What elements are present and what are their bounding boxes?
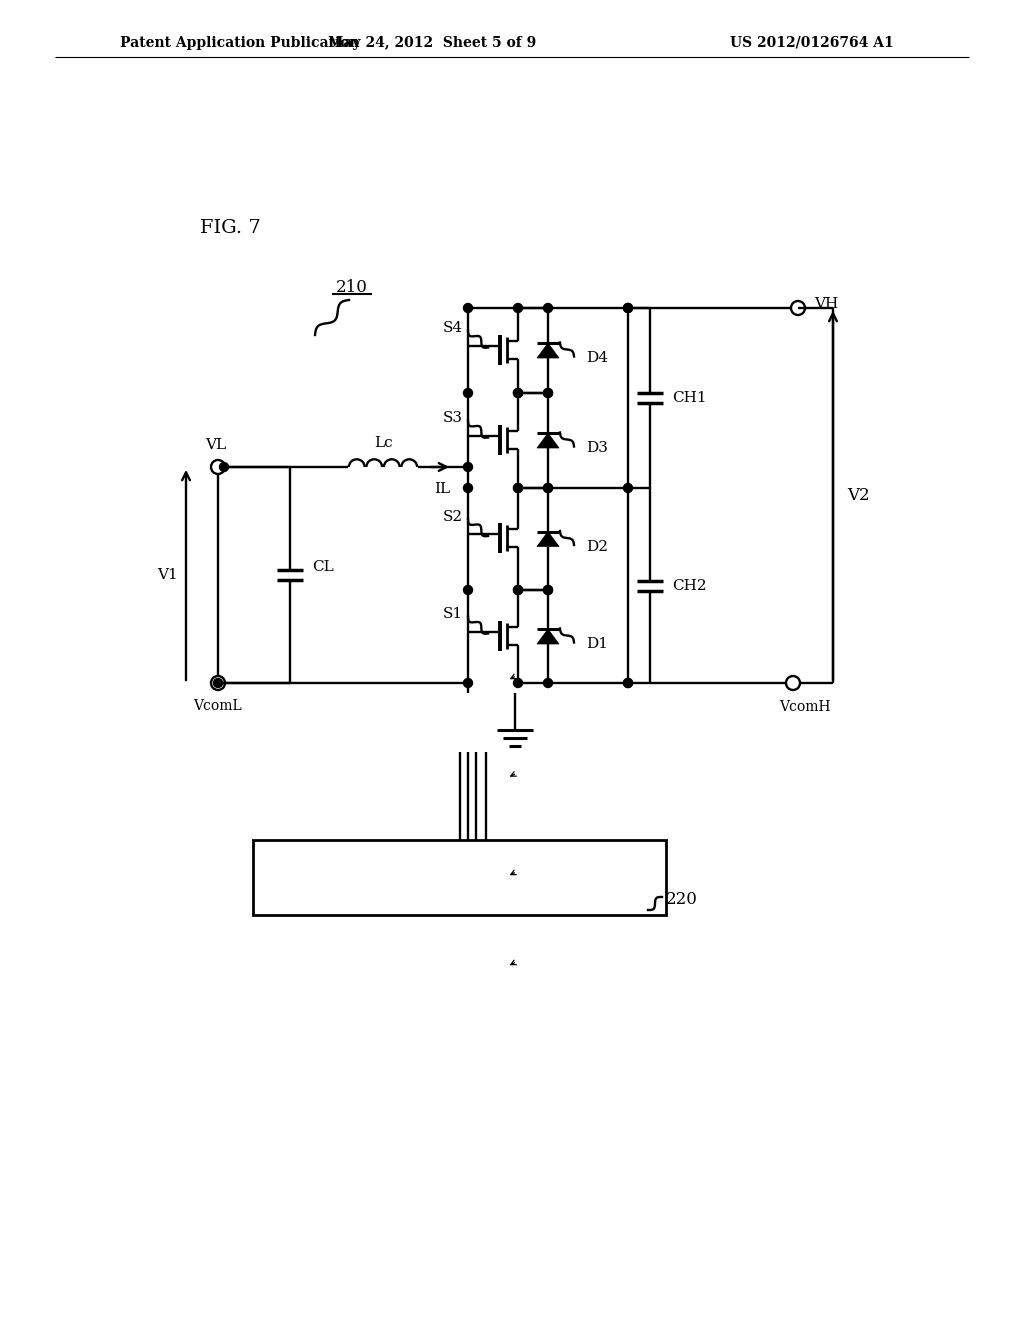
Circle shape bbox=[213, 678, 222, 688]
Text: CH2: CH2 bbox=[672, 578, 707, 593]
Text: Lc: Lc bbox=[374, 436, 392, 450]
Circle shape bbox=[544, 483, 553, 492]
Circle shape bbox=[624, 678, 633, 688]
Circle shape bbox=[513, 483, 522, 492]
Text: D2: D2 bbox=[586, 540, 608, 554]
Text: CL: CL bbox=[312, 560, 334, 574]
Text: S1: S1 bbox=[442, 607, 463, 622]
Circle shape bbox=[624, 678, 633, 688]
Text: D1: D1 bbox=[586, 638, 608, 652]
Circle shape bbox=[624, 483, 633, 492]
Circle shape bbox=[624, 304, 633, 313]
Polygon shape bbox=[537, 630, 559, 644]
Polygon shape bbox=[537, 433, 559, 447]
Polygon shape bbox=[537, 343, 559, 358]
Circle shape bbox=[464, 304, 472, 313]
Text: US 2012/0126764 A1: US 2012/0126764 A1 bbox=[730, 36, 894, 50]
Text: VcomL: VcomL bbox=[194, 700, 243, 713]
Circle shape bbox=[513, 483, 522, 492]
Text: 210: 210 bbox=[336, 280, 368, 297]
Circle shape bbox=[624, 304, 633, 313]
Text: VcomH: VcomH bbox=[779, 700, 830, 714]
Circle shape bbox=[544, 586, 553, 594]
Circle shape bbox=[464, 586, 472, 594]
Text: IL: IL bbox=[434, 482, 451, 496]
Text: V2: V2 bbox=[847, 487, 869, 504]
Circle shape bbox=[544, 483, 553, 492]
Circle shape bbox=[219, 462, 228, 471]
Text: CH1: CH1 bbox=[672, 391, 707, 405]
Text: S2: S2 bbox=[442, 510, 463, 524]
Circle shape bbox=[464, 388, 472, 397]
Circle shape bbox=[513, 388, 522, 397]
Circle shape bbox=[513, 304, 522, 313]
Text: Patent Application Publication: Patent Application Publication bbox=[120, 36, 359, 50]
Text: S3: S3 bbox=[443, 412, 463, 425]
Circle shape bbox=[544, 304, 553, 313]
Circle shape bbox=[464, 483, 472, 492]
Text: 220: 220 bbox=[666, 891, 698, 908]
Circle shape bbox=[544, 586, 553, 594]
Text: VH: VH bbox=[814, 297, 839, 312]
Circle shape bbox=[464, 462, 472, 471]
Text: S4: S4 bbox=[442, 322, 463, 335]
Polygon shape bbox=[537, 532, 559, 546]
Circle shape bbox=[513, 388, 522, 397]
Text: VL: VL bbox=[206, 438, 226, 451]
Text: D3: D3 bbox=[586, 441, 608, 455]
Circle shape bbox=[544, 388, 553, 397]
Circle shape bbox=[544, 388, 553, 397]
Circle shape bbox=[513, 678, 522, 688]
Circle shape bbox=[544, 678, 553, 688]
Circle shape bbox=[513, 586, 522, 594]
Text: V1: V1 bbox=[158, 568, 178, 582]
Text: May 24, 2012  Sheet 5 of 9: May 24, 2012 Sheet 5 of 9 bbox=[328, 36, 537, 50]
Circle shape bbox=[464, 678, 472, 688]
Bar bbox=[253, 840, 666, 915]
Text: D4: D4 bbox=[586, 351, 608, 366]
Text: FIG. 7: FIG. 7 bbox=[200, 219, 261, 238]
Circle shape bbox=[513, 586, 522, 594]
